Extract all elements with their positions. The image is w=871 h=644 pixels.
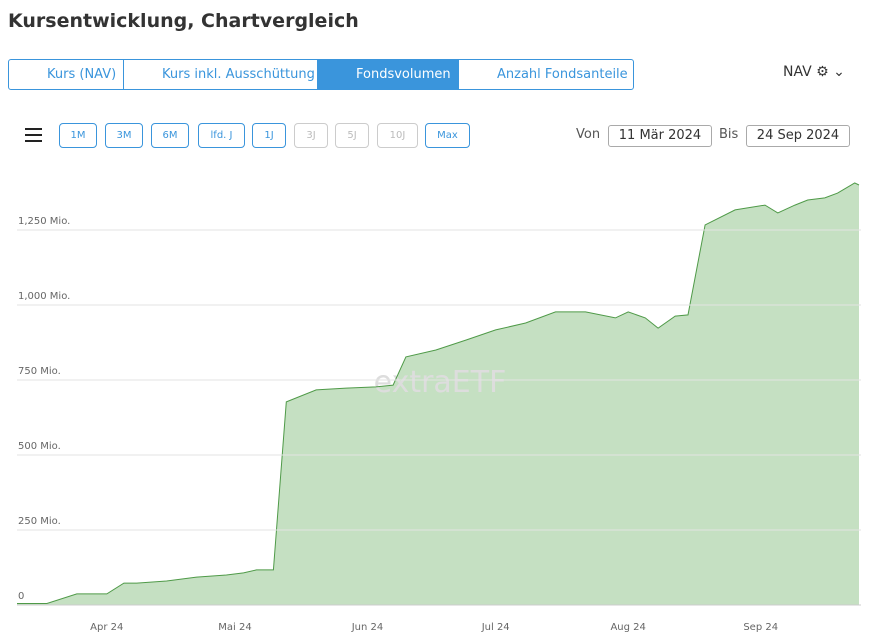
tab[interactable]: Fondsvolumen: [318, 60, 459, 89]
range-button[interactable]: Max: [425, 123, 470, 148]
y-tick-label: 1,250 Mio.: [18, 216, 70, 227]
from-label: Von: [576, 127, 601, 142]
from-date[interactable]: 11 Mär 2024: [608, 125, 712, 147]
y-tick-label: 500 Mio.: [18, 441, 61, 452]
y-tick-label: 750 Mio.: [18, 366, 61, 377]
x-tick-label: Mai 24: [218, 622, 251, 633]
page-title: Kursentwicklung, Chartvergleich: [8, 10, 359, 32]
tab[interactable]: Kurs inkl. Ausschüttung: [124, 60, 318, 89]
x-tick-label: Jun 24: [351, 622, 384, 633]
range-button[interactable]: lfd. J: [198, 123, 245, 148]
range-button[interactable]: 1J: [252, 123, 286, 148]
x-tick-label: Jul 24: [481, 622, 510, 633]
x-tick-label: Aug 24: [610, 622, 645, 633]
area-line: [17, 182, 860, 604]
range-button[interactable]: 6M: [151, 123, 189, 148]
y-tick-label: 1,000 Mio.: [18, 291, 70, 302]
range-button[interactable]: 3M: [105, 123, 143, 148]
to-date[interactable]: 24 Sep 2024: [746, 125, 850, 147]
nav-label[interactable]: NAV: [783, 64, 812, 80]
range-button: 5J: [335, 123, 369, 148]
y-tick-label: 250 Mio.: [18, 516, 61, 527]
to-label: Bis: [719, 127, 739, 142]
range-button: 10J: [377, 123, 418, 148]
tab[interactable]: Kurs (NAV): [9, 60, 124, 89]
menu-icon[interactable]: [25, 127, 43, 145]
x-tick-label: Sep 24: [743, 622, 778, 633]
tab-bar: Kurs (NAV) Kurs inkl. Ausschüttung Fondsvo…: [8, 59, 634, 90]
area: [17, 182, 859, 605]
range-button: 3J: [294, 123, 328, 148]
y-tick-label: 0: [18, 591, 24, 602]
range-button[interactable]: 1M: [59, 123, 97, 148]
x-tick-label: Apr 24: [90, 622, 123, 633]
nav-menu[interactable]: NAV ⚙ ⌄: [783, 64, 845, 80]
tab[interactable]: Anzahl Fondsanteile: [497, 67, 628, 82]
watermark: extraETF: [374, 365, 507, 400]
